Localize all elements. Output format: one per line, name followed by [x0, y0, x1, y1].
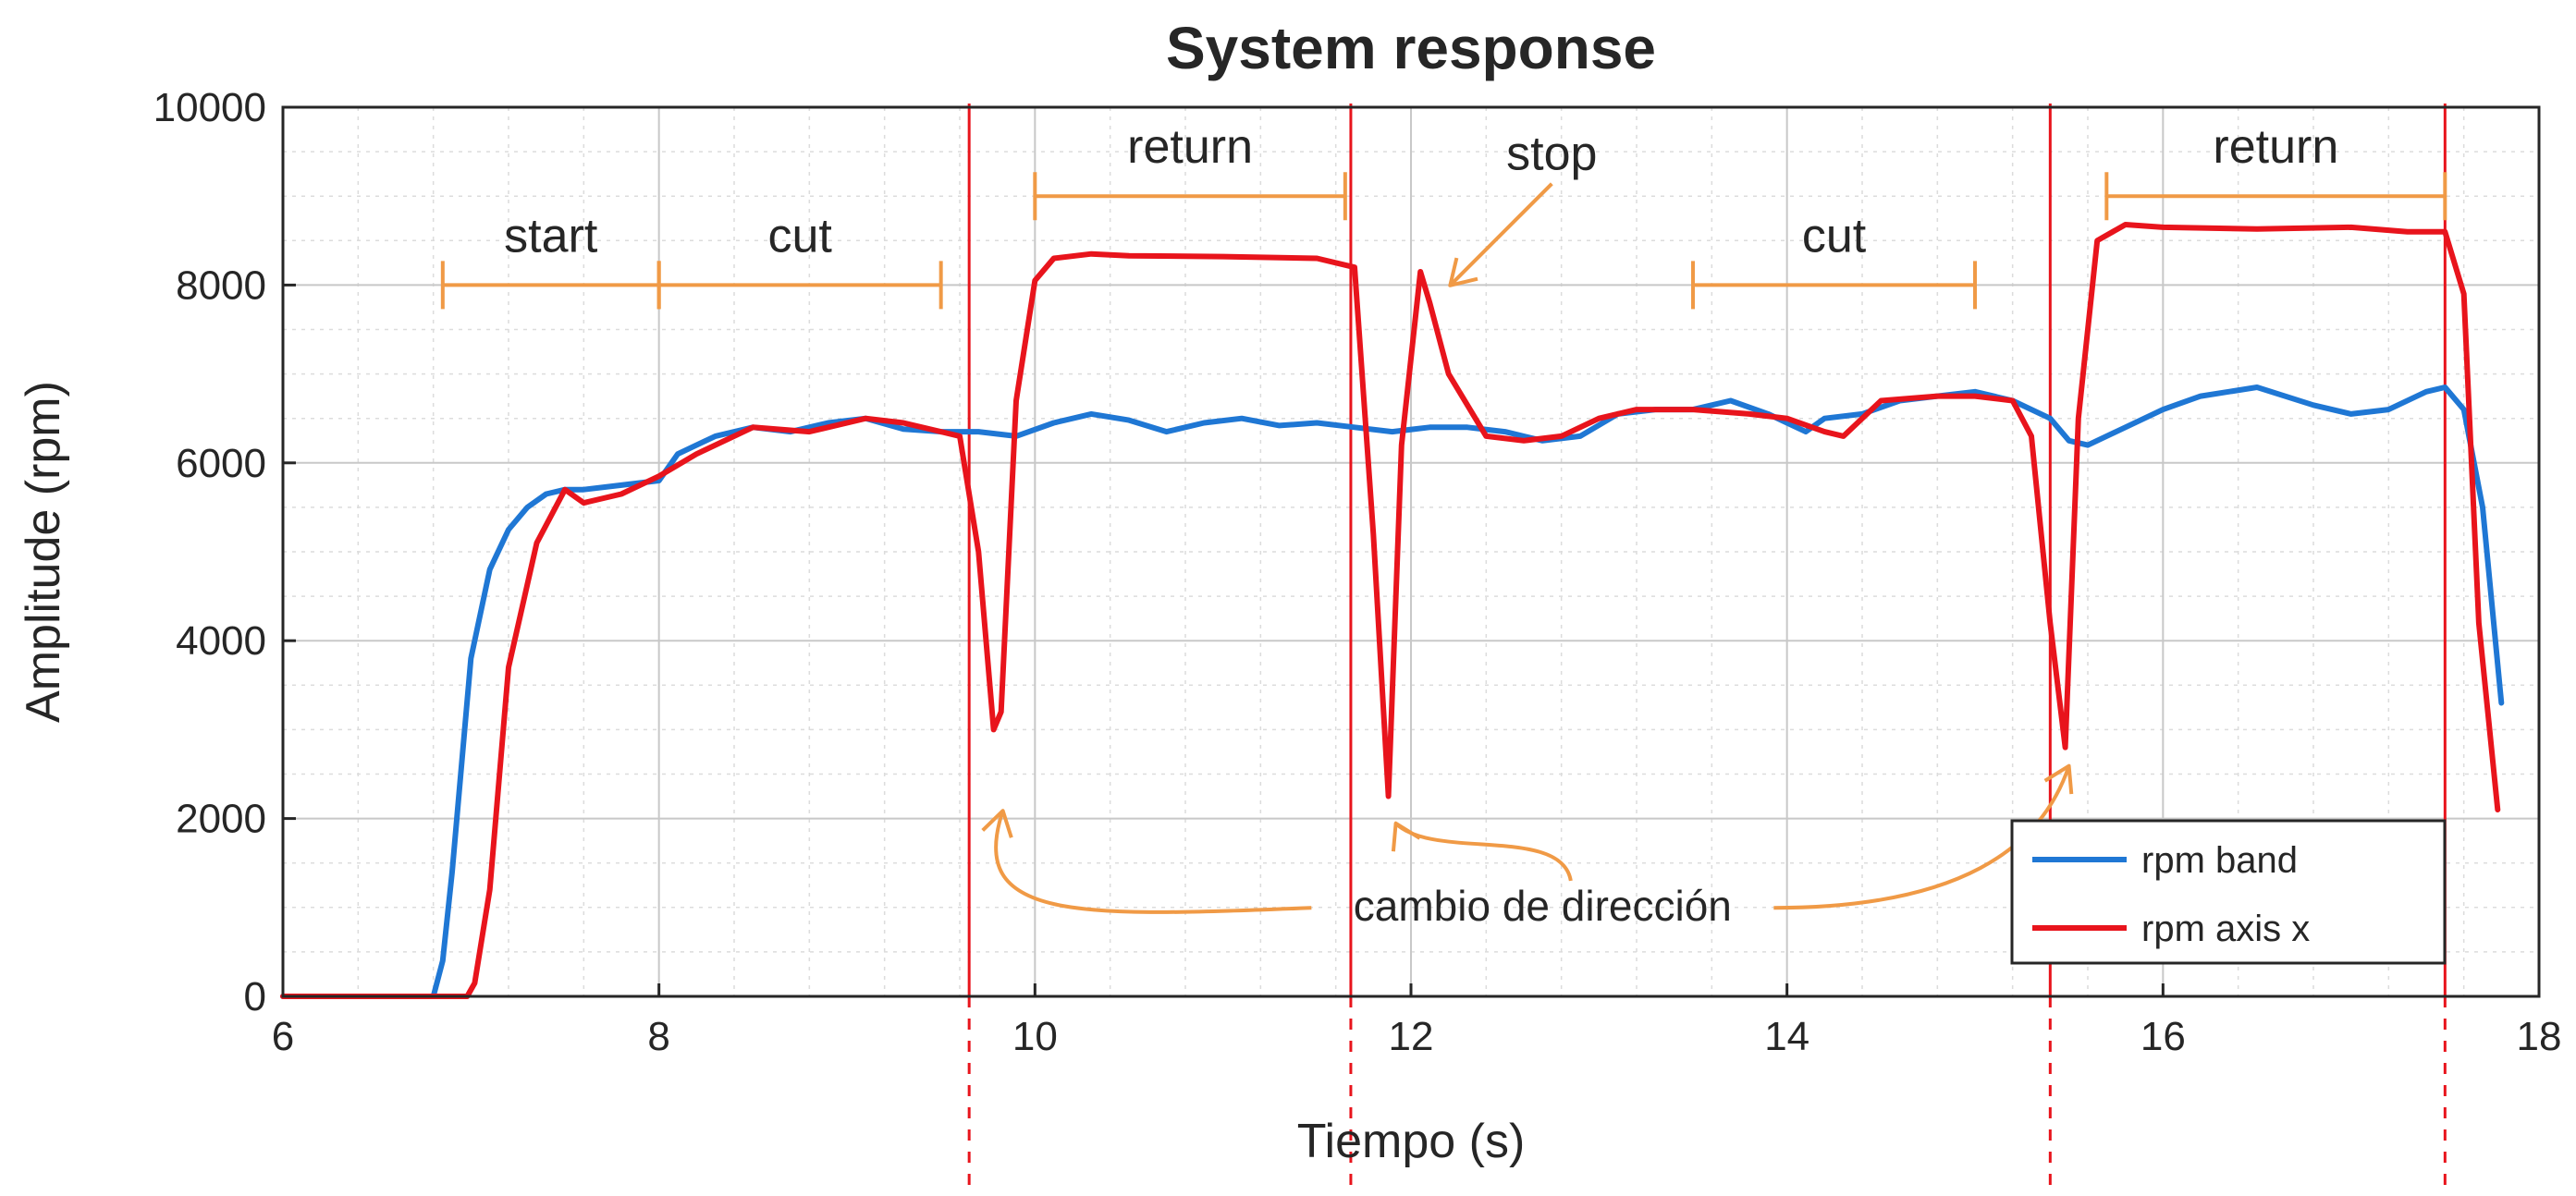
series-line-rpm-axis-x [280, 222, 2501, 999]
legend-box [2010, 819, 2447, 965]
legend: rpm band rpm axis x [2010, 819, 2447, 965]
x-tick-label: 6 [272, 1014, 294, 1059]
annotation-label-cut: cut [1802, 209, 1867, 262]
y-tick-label: 6000 [176, 441, 266, 486]
annotation-label-return: return [2213, 120, 2338, 174]
annotation-label-start: start [504, 209, 598, 262]
x-tick-label: 14 [1764, 1014, 1809, 1059]
annotation-label-stop: stop [1506, 127, 1597, 180]
chart-title: System response [1166, 15, 1656, 81]
y-axis-label: Amplitude (rpm) [17, 381, 70, 723]
annotation-arrow-stop [1448, 182, 1553, 287]
annotation-arrowhead-cambio-2 [1391, 821, 1421, 852]
annotation-label-return: return [1127, 120, 1253, 174]
x-tick-label: 16 [2141, 1014, 2186, 1059]
y-tick-label: 8000 [176, 262, 266, 308]
annotation-arrow-cambio-3 [1773, 765, 2071, 910]
x-tick-label: 18 [2517, 1014, 2562, 1059]
series-line-rpm-band [280, 384, 2505, 999]
legend-label-band: rpm band [2141, 840, 2298, 881]
y-tick-label: 10000 [153, 85, 266, 130]
x-tick-label: 12 [1389, 1014, 1434, 1059]
y-tick-label: 4000 [176, 618, 266, 664]
annotation-arrowhead-stop [1448, 257, 1478, 287]
annotation-label-cut: cut [767, 209, 832, 262]
x-tick-label: 10 [1012, 1014, 1058, 1059]
y-tick-label: 2000 [176, 797, 266, 842]
legend-label-axis-x: rpm axis x [2141, 909, 2310, 949]
annotation-arrowhead-cambio-1 [981, 809, 1013, 838]
series-group [280, 222, 2505, 999]
x-tick-label: 8 [647, 1014, 669, 1059]
ticks-group: 6 8 10 12 14 16 18 0 2000 4000 6000 8000 10000 [153, 85, 2562, 1059]
x-axis-label: Tiempo (s) [1297, 1115, 1526, 1168]
annotations-group: start cut return stop cut return cambio de dir… [440, 120, 2447, 930]
y-tick-label: 0 [244, 974, 266, 1019]
annotation-arrow-cambio-1 [994, 810, 1312, 914]
direction-change-lines [967, 104, 2447, 1196]
annotation-arrowhead-cambio-3 [2043, 763, 2074, 795]
annotation-label-cambio: cambio de dirección [1354, 882, 1732, 930]
